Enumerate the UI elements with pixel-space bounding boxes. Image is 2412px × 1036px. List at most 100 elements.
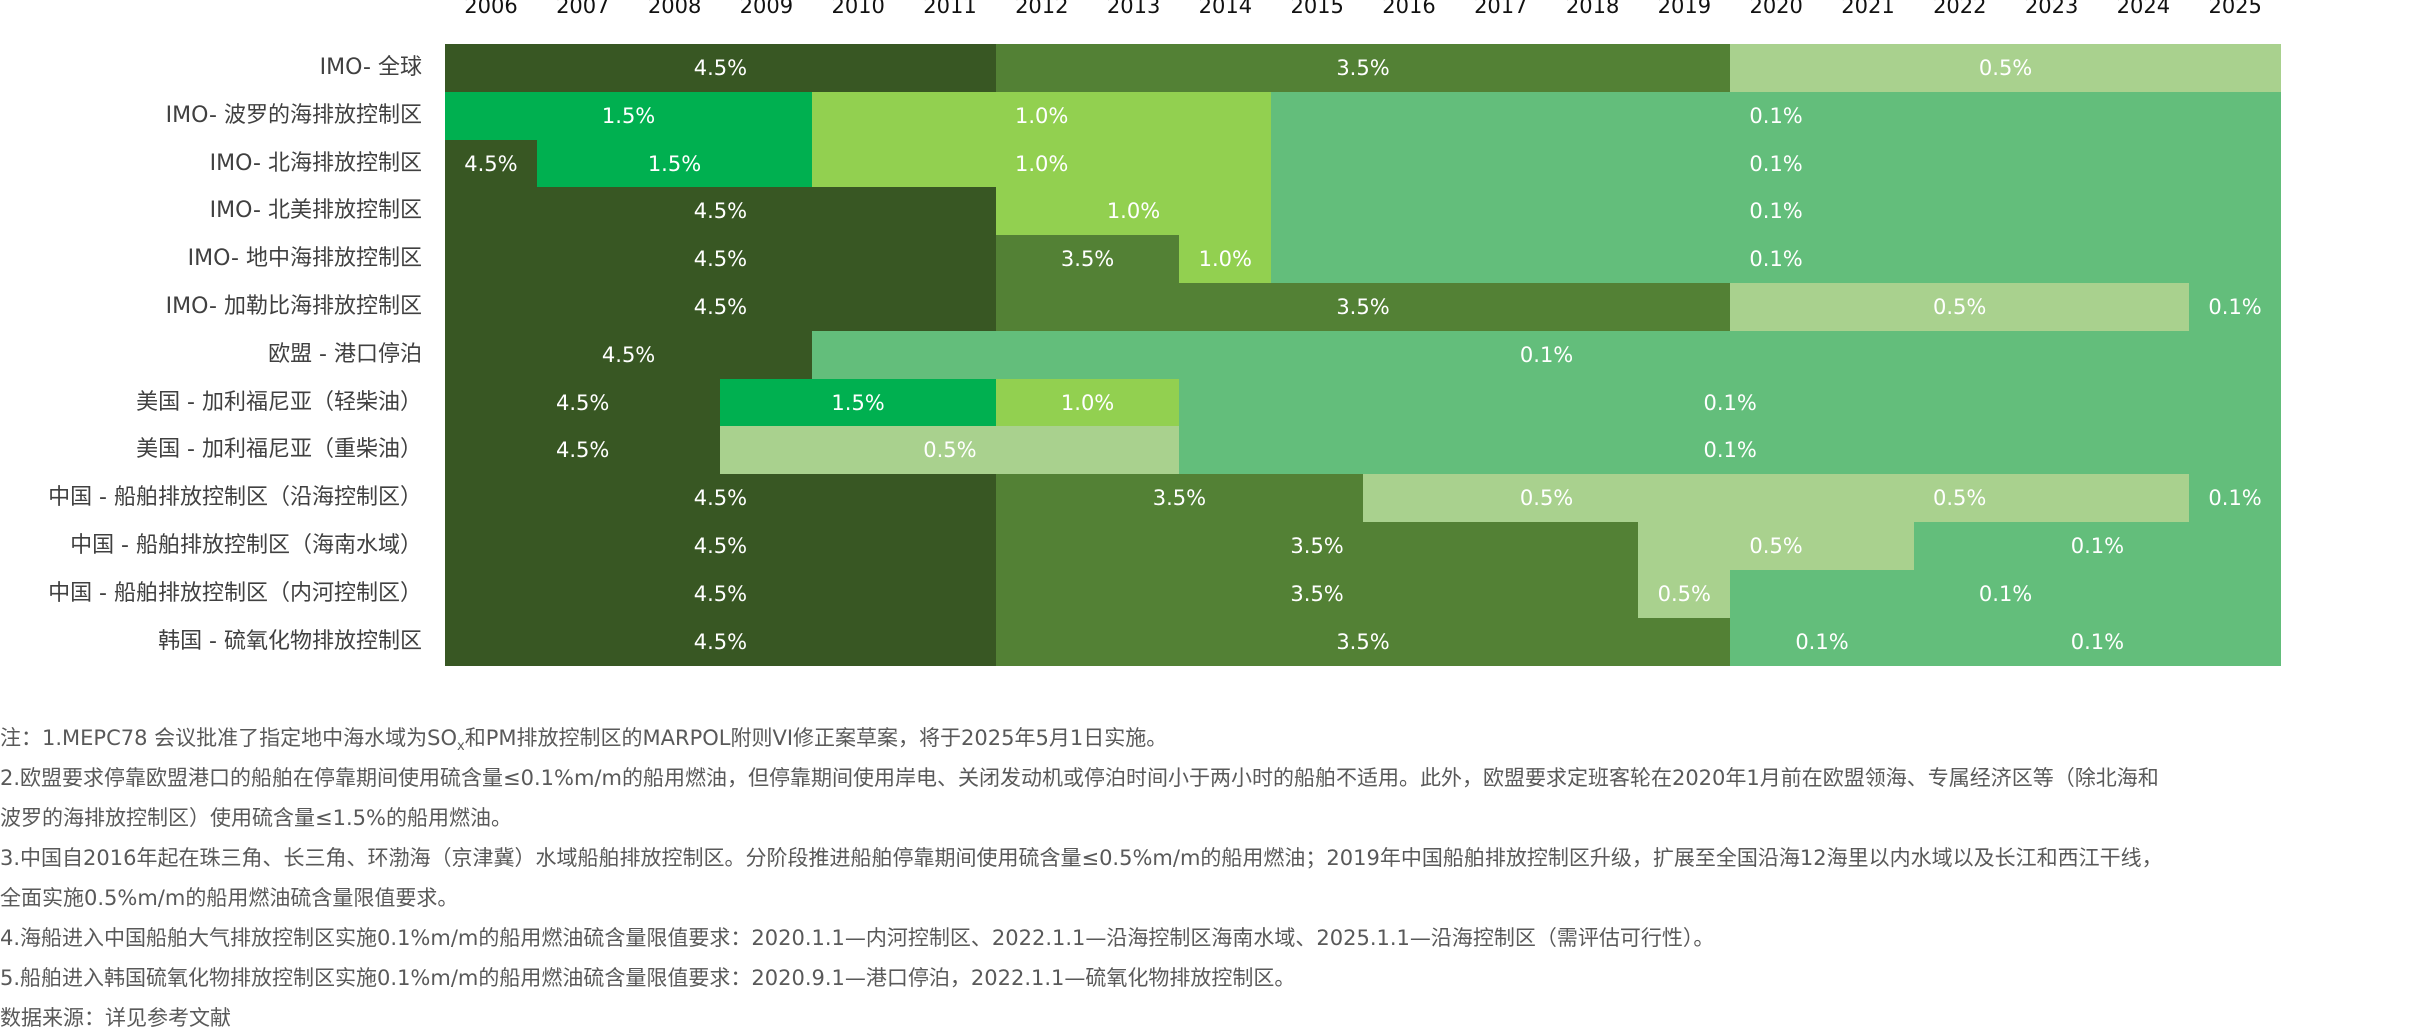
limit-segment bbox=[995, 235, 1180, 284]
limit-segment bbox=[995, 378, 1180, 427]
limit-segment bbox=[445, 187, 997, 236]
note-2-line-2: 波罗的海排放控制区）使用硫含量≤1.5%的船用燃油。 bbox=[0, 806, 512, 830]
segment-value-label: 0.1% bbox=[2070, 534, 2125, 558]
year-tick-label: 2019 bbox=[1657, 0, 1712, 18]
segment-value-label: 4.5% bbox=[464, 151, 518, 176]
limit-segment bbox=[1638, 522, 1915, 571]
segment-value-label: 1.5% bbox=[831, 390, 885, 415]
limit-segment bbox=[995, 617, 1731, 666]
limit-segment bbox=[1730, 474, 2190, 523]
segment-value-label: 0.1% bbox=[1749, 151, 1803, 176]
year-tick-label: 2021 bbox=[1841, 0, 1895, 18]
segment-value-label: 4.5% bbox=[693, 56, 748, 80]
year-tick-label: 2013 bbox=[1106, 0, 1161, 18]
limit-segment bbox=[2189, 283, 2282, 332]
segment-value-label: 0.5% bbox=[1933, 486, 1987, 511]
limit-segment bbox=[445, 235, 997, 284]
segment-value-label: 3.5% bbox=[1336, 629, 1390, 654]
limit-segment bbox=[445, 91, 813, 141]
row-label: 欧盟 - 港口停泊 bbox=[268, 341, 422, 367]
note-1-text-cont: 和PM排放控制区的MARPOL附则VI修正案草案，将于2025年5月1日实施。 bbox=[464, 726, 1168, 750]
segment-value-label: 1.0% bbox=[1106, 199, 1161, 224]
limit-segment bbox=[1179, 378, 2282, 427]
limit-segment bbox=[812, 330, 2282, 380]
segment-value-label: 0.1% bbox=[1749, 103, 1803, 128]
limit-segment bbox=[1271, 139, 2282, 188]
segment-value-label: 0.5% bbox=[1519, 486, 1574, 511]
row-label: 美国 - 加利福尼亚（重柴油） bbox=[136, 437, 422, 463]
limit-segment bbox=[445, 474, 997, 523]
segment-value-label: 1.5% bbox=[601, 103, 656, 128]
note-1: 注：1.MEPC78 会议批准了指定地中海水域为SOx和PM排放控制区的MARP… bbox=[0, 722, 1167, 754]
limit-segment bbox=[1730, 617, 1915, 666]
limit-segment bbox=[445, 330, 813, 380]
segment-value-label: 4.5% bbox=[556, 390, 610, 415]
limit-segment bbox=[720, 426, 1180, 475]
year-tick-label: 2010 bbox=[831, 0, 885, 18]
row-label: 中国 - 船舶排放控制区（内河控制区） bbox=[48, 580, 422, 606]
limit-segment bbox=[1730, 44, 2282, 93]
year-tick-label: 2018 bbox=[1565, 0, 1620, 18]
segment-value-label: 0.1% bbox=[1795, 629, 1849, 654]
limit-segment bbox=[1179, 426, 2282, 475]
limit-segment bbox=[1913, 522, 2282, 571]
limit-segment bbox=[812, 139, 1272, 188]
row-label: IMO- 波罗的海排放控制区 bbox=[165, 102, 422, 128]
note-3-line-2: 全面实施0.5%m/m的船用燃油硫含量限值要求。 bbox=[0, 886, 459, 910]
segment-value-label: 3.5% bbox=[1336, 295, 1390, 319]
segment-value-label: 0.5% bbox=[1749, 534, 1803, 558]
note-3-line-1: 3.中国自2016年起在珠三角、长三角、环渤海（京津冀）水域船舶排放控制区。分阶… bbox=[0, 846, 2163, 870]
row-label: 韩国 - 硫氧化物排放控制区 bbox=[158, 628, 422, 654]
year-tick-label: 2006 bbox=[464, 0, 518, 18]
segment-value-label: 0.5% bbox=[1657, 581, 1711, 606]
limit-segment bbox=[1271, 91, 2282, 141]
segment-value-label: 0.5% bbox=[923, 438, 977, 463]
limit-segment bbox=[445, 617, 997, 666]
segment-value-label: 0.1% bbox=[1978, 581, 2033, 606]
segment-value-label: 0.5% bbox=[1933, 295, 1987, 319]
segment-value-label: 1.0% bbox=[1015, 103, 1069, 128]
year-tick-label: 2011 bbox=[923, 0, 977, 18]
year-tick-label: 2022 bbox=[1933, 0, 1987, 18]
segment-value-label: 4.5% bbox=[693, 534, 748, 558]
segment-value-label: 0.1% bbox=[2208, 486, 2262, 511]
segment-value-label: 3.5% bbox=[1060, 247, 1115, 272]
limit-segment bbox=[1179, 235, 1272, 284]
segment-value-label: 0.1% bbox=[1749, 247, 1803, 272]
limit-segment bbox=[445, 44, 997, 93]
segment-value-label: 0.1% bbox=[2070, 629, 2125, 654]
year-tick-label: 2012 bbox=[1015, 0, 1069, 18]
limit-segment bbox=[995, 474, 1364, 523]
row-label: IMO- 全球 bbox=[319, 55, 422, 80]
limit-segment bbox=[1363, 474, 1731, 523]
year-tick-label: 2016 bbox=[1382, 0, 1436, 18]
segment-value-label: 0.1% bbox=[1749, 199, 1803, 224]
segment-value-label: 3.5% bbox=[1290, 581, 1344, 606]
segment-value-label: 1.0% bbox=[1015, 151, 1069, 176]
year-tick-label: 2024 bbox=[2116, 0, 2171, 18]
limit-segment bbox=[445, 569, 997, 619]
segment-value-label: 3.5% bbox=[1290, 534, 1344, 558]
limit-segment bbox=[445, 378, 721, 427]
year-tick-label: 2015 bbox=[1290, 0, 1344, 18]
year-tick-label: 2023 bbox=[2024, 0, 2079, 18]
limit-segment bbox=[812, 91, 1272, 141]
limit-segment bbox=[445, 139, 538, 188]
limit-segment bbox=[1271, 187, 2282, 236]
limit-segment bbox=[995, 283, 1731, 332]
segment-value-label: 4.5% bbox=[693, 629, 748, 654]
limit-segment bbox=[720, 378, 997, 427]
note-2-line-1: 2.欧盟要求停靠欧盟港口的船舶在停靠期间使用硫含量≤0.1%m/m的船用燃油，但… bbox=[0, 766, 2159, 790]
segment-value-label: 0.1% bbox=[1703, 390, 1757, 415]
row-label: IMO- 加勒比海排放控制区 bbox=[165, 294, 422, 319]
row-label: IMO- 地中海排放控制区 bbox=[187, 246, 422, 272]
limit-segment bbox=[995, 187, 1272, 236]
row-label: IMO- 北海排放控制区 bbox=[209, 150, 422, 176]
data-source: 数据来源：详见参考文献 bbox=[0, 1006, 231, 1030]
row-label: IMO- 北美排放控制区 bbox=[209, 198, 422, 224]
limit-segment bbox=[1913, 617, 2282, 666]
year-tick-label: 2007 bbox=[556, 0, 610, 18]
limit-segment bbox=[995, 522, 1639, 571]
limit-segment bbox=[536, 139, 813, 188]
segment-value-label: 0.5% bbox=[1978, 56, 2033, 80]
